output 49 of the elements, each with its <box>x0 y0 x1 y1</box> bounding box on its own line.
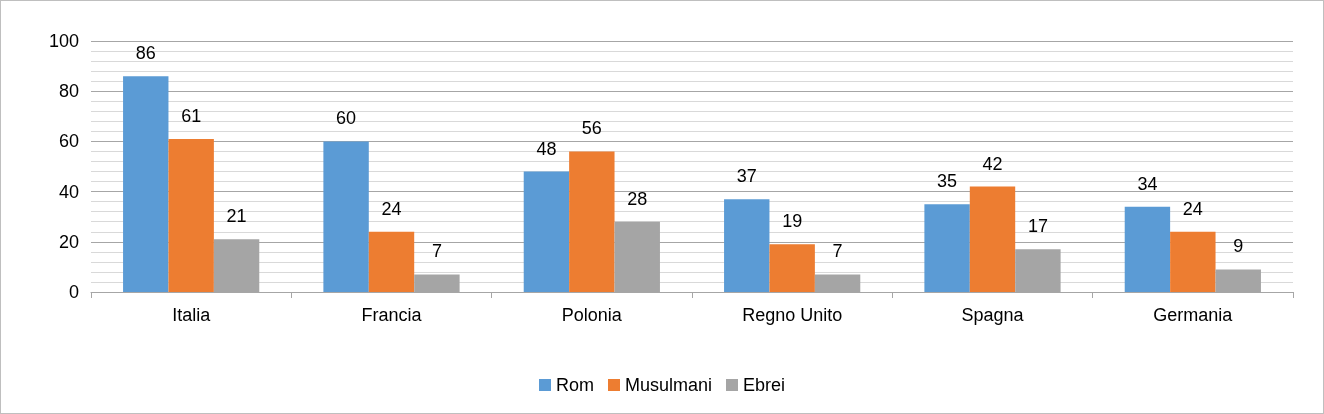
data-label: 56 <box>581 118 602 139</box>
data-label: 60 <box>336 108 357 129</box>
data-label: 86 <box>135 43 156 64</box>
data-label: 61 <box>181 105 202 126</box>
x-tick-label: Italia <box>172 305 212 325</box>
bar <box>969 186 1016 292</box>
y-tick-label: 40 <box>58 181 79 202</box>
data-label: 9 <box>1233 236 1244 257</box>
x-tick-label: Germania <box>1153 305 1234 325</box>
y-tick-label: 60 <box>58 131 79 152</box>
data-label: 7 <box>832 241 843 262</box>
bar <box>569 151 615 292</box>
bar <box>1215 269 1261 292</box>
y-tick-label: 0 <box>68 282 79 302</box>
y-tick-label: 80 <box>58 81 79 102</box>
data-label: 42 <box>982 153 1003 174</box>
bar <box>1124 206 1171 292</box>
bar <box>168 138 214 292</box>
y-tick-label: 100 <box>48 31 79 51</box>
bar <box>1015 249 1061 292</box>
bar <box>414 274 460 292</box>
y-tick-label: 20 <box>58 231 79 252</box>
data-label: 19 <box>782 211 803 232</box>
data-label: 24 <box>381 198 402 219</box>
x-tick-label: Regno Unito <box>742 305 843 325</box>
bar <box>924 204 970 292</box>
data-label: 37 <box>736 166 757 187</box>
bar <box>368 231 415 292</box>
bar <box>769 244 815 292</box>
x-tick-label: Francia <box>361 305 423 325</box>
bar <box>814 274 861 292</box>
legend-label: Musulmani <box>624 375 713 395</box>
data-label: 34 <box>1137 173 1158 194</box>
data-label: 35 <box>937 171 958 192</box>
data-label: 48 <box>536 138 557 159</box>
bar <box>123 76 169 292</box>
data-label: 21 <box>226 206 247 227</box>
data-label: 24 <box>1182 198 1203 219</box>
data-label: 28 <box>627 188 648 209</box>
bar <box>523 171 570 292</box>
bar <box>724 199 770 292</box>
bar <box>323 141 369 292</box>
legend-label: Ebrei <box>743 375 786 395</box>
data-label: 7 <box>431 241 442 262</box>
x-tick-label: Polonia <box>561 305 623 325</box>
legend-label: Rom <box>555 375 594 395</box>
bar <box>1170 231 1216 292</box>
data-label: 17 <box>1027 216 1048 237</box>
x-tick-label: Spagna <box>961 305 1025 325</box>
